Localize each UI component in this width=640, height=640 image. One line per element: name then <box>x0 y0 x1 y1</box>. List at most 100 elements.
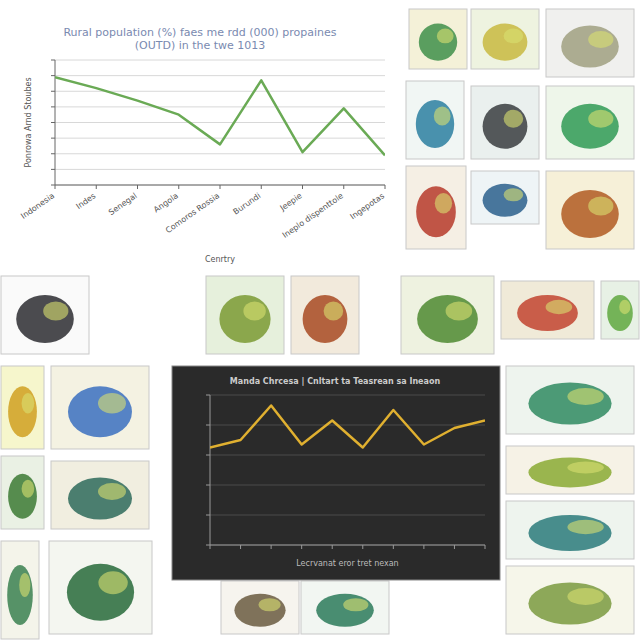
tick-mark <box>454 545 455 549</box>
thumbnail-shape <box>504 188 524 201</box>
plot-area <box>210 406 485 448</box>
grid-line <box>55 122 385 123</box>
thumbnail <box>546 86 634 159</box>
thumbnails <box>1 9 639 639</box>
thumbnail <box>601 281 639 339</box>
thumbnail-frame <box>401 276 494 354</box>
thumbnail-shape <box>567 462 603 474</box>
grid-line <box>210 545 485 546</box>
thumbnail-frame <box>546 86 634 159</box>
thumbnail <box>401 276 494 354</box>
thumbnail-shape <box>98 393 126 413</box>
grid-line <box>55 153 385 154</box>
tick-mark <box>51 91 55 92</box>
thumbnail <box>409 9 467 69</box>
grid-line <box>210 455 485 456</box>
thumbnail-frame <box>546 9 634 77</box>
thumbnail-frame <box>471 9 539 69</box>
thumbnail-shape <box>528 515 611 551</box>
title-line: Rural population (%) faes me rdd (000) p… <box>63 26 336 39</box>
thumbnail-frame <box>51 461 149 529</box>
thumbnail <box>1 366 44 449</box>
tick-mark <box>206 455 210 456</box>
thumbnail-shape <box>619 300 630 314</box>
thumbnail-shape <box>483 23 528 60</box>
thumbnail-shape <box>607 295 633 331</box>
thumbnail-shape <box>588 31 613 48</box>
thumbnail <box>506 501 634 559</box>
thumbnail-shape <box>528 383 611 425</box>
tick-mark <box>55 185 56 189</box>
tick-mark <box>137 185 138 189</box>
thumbnail-shape <box>567 588 603 605</box>
y-axis-label: Ponrowa Arnd Stoubes <box>24 77 33 167</box>
thumbnail-shape <box>434 106 451 125</box>
chart-background <box>172 366 500 580</box>
thumbnail-shape <box>416 100 454 148</box>
thumbnail <box>406 166 466 249</box>
thumbnail-frame <box>301 581 389 634</box>
thumbnail-shape <box>528 583 611 625</box>
thumbnail-shape <box>528 458 611 488</box>
tick-label: Jeepie <box>278 191 304 213</box>
thumbnail-frame <box>546 171 634 249</box>
thumbnail-shape <box>22 480 35 498</box>
thumbnail-shape <box>588 110 613 128</box>
thumbnail-frame <box>506 566 634 634</box>
thumbnail-shape <box>504 110 524 128</box>
thumbnail-shape <box>243 301 265 320</box>
x-axis <box>210 545 485 546</box>
thumbnail-shape <box>343 598 368 611</box>
thumbnail-shape <box>16 295 74 343</box>
thumbnail-shape <box>561 190 619 238</box>
tick-mark <box>271 545 272 549</box>
thumbnail-shape <box>435 193 452 213</box>
thumbnail-frame <box>291 276 359 354</box>
tick-mark <box>96 185 97 189</box>
thumbnail-shape <box>22 393 35 413</box>
thumbnail-frame <box>501 281 594 339</box>
grid-line <box>55 75 385 76</box>
thumbnail <box>471 86 539 159</box>
thumbnail <box>471 171 539 224</box>
thumbnail-shape <box>419 23 457 60</box>
thumbnail-shape <box>416 186 456 237</box>
page: IndonesiaIndesSenegalAngolaComoros Rossi… <box>0 0 640 640</box>
tick-mark <box>302 185 303 189</box>
tick-mark <box>206 545 210 546</box>
tick-mark <box>210 545 211 549</box>
title: Rural population (%) faes me rdd (000) p… <box>63 26 336 52</box>
thumbnail-shape <box>567 520 603 534</box>
data-line <box>210 406 485 448</box>
thumbnail-frame <box>506 501 634 559</box>
tick-mark <box>385 185 386 189</box>
thumbnail-shape <box>561 104 619 149</box>
thumbnail-frame <box>1 541 39 639</box>
thumbnail-frame <box>406 166 466 249</box>
title-line: Manda Chrcesa | Cnltart ta Teasrean sa I… <box>230 377 441 386</box>
title: Manda Chrcesa | Cnltart ta Teasrean sa I… <box>230 377 441 386</box>
thumbnail-shape <box>98 483 126 500</box>
grid-line <box>210 425 485 426</box>
tick-mark <box>206 485 210 486</box>
thumbnail-frame <box>1 276 89 354</box>
y-axis <box>210 395 211 545</box>
thumbnail-shape <box>561 26 619 68</box>
tick-mark <box>301 545 302 549</box>
thumbnail-frame <box>49 541 152 634</box>
tick-mark <box>261 185 262 189</box>
tick-mark <box>51 122 55 123</box>
x-axis-label: Cenrtry <box>205 255 235 264</box>
tick-mark <box>485 545 486 549</box>
thumbnail-shape <box>8 386 37 437</box>
title-line: (OUTD) in the twe 1013 <box>135 39 266 52</box>
thumbnail-shape <box>67 564 134 621</box>
thumbnail-shape <box>8 474 37 519</box>
grid-line <box>55 138 385 139</box>
thumbnail <box>506 566 634 634</box>
thumbnail-shape <box>446 301 473 320</box>
grid-line <box>210 515 485 516</box>
thumbnail <box>291 276 359 354</box>
tick-label: Indonesia <box>19 191 56 221</box>
thumbnail-frame <box>51 366 149 449</box>
